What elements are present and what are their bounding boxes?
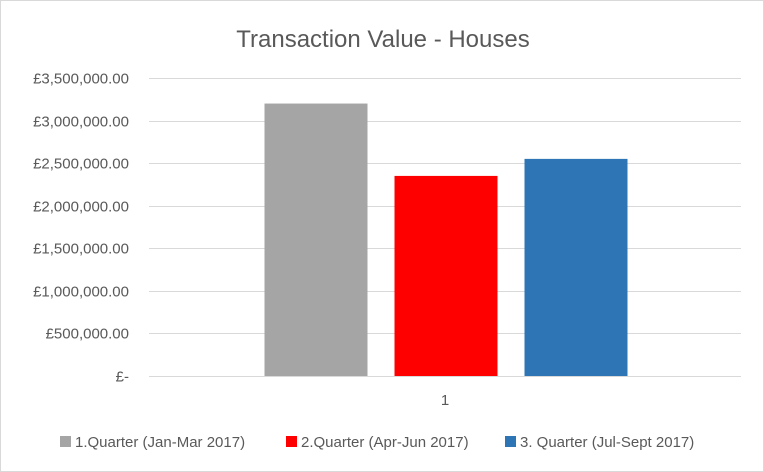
bar-2 <box>394 175 498 376</box>
legend-swatch <box>286 436 297 447</box>
legend-label: 1.Quarter (Jan-Mar 2017) <box>75 434 245 451</box>
legend-item-3: 3. Quarter (Jul-Sept 2017) <box>505 434 694 451</box>
chart-title: Transaction Value - Houses <box>236 26 529 53</box>
y-axis-ticks: £- £500,000.00 £1,000,000.00 £1,500,000.00 £… <box>33 71 129 386</box>
legend-label: 2.Quarter (Apr-Jun 2017) <box>301 434 469 451</box>
y-tick-label: £2,000,000.00 <box>33 199 129 216</box>
y-tick-label: £1,000,000.00 <box>33 284 129 301</box>
x-tick-label: 1 <box>441 392 449 409</box>
legend-swatch <box>60 436 71 447</box>
x-axis-ticks: 1 <box>441 392 449 409</box>
y-tick-label: £3,500,000.00 <box>33 71 129 88</box>
y-tick-label: £500,000.00 <box>46 326 129 343</box>
legend: 1.Quarter (Jan-Mar 2017) 2.Quarter (Apr-J… <box>60 434 694 451</box>
y-tick-label: £2,500,000.00 <box>33 156 129 173</box>
bar-3 <box>524 158 628 376</box>
bar-1 <box>264 103 368 377</box>
bars <box>264 103 628 377</box>
legend-item-1: 1.Quarter (Jan-Mar 2017) <box>60 434 245 451</box>
y-tick-label: £- <box>116 369 129 386</box>
legend-item-2: 2.Quarter (Apr-Jun 2017) <box>286 434 469 451</box>
y-tick-label: £3,000,000.00 <box>33 114 129 131</box>
legend-label: 3. Quarter (Jul-Sept 2017) <box>520 434 694 451</box>
y-tick-label: £1,500,000.00 <box>33 241 129 258</box>
legend-swatch <box>505 436 516 447</box>
